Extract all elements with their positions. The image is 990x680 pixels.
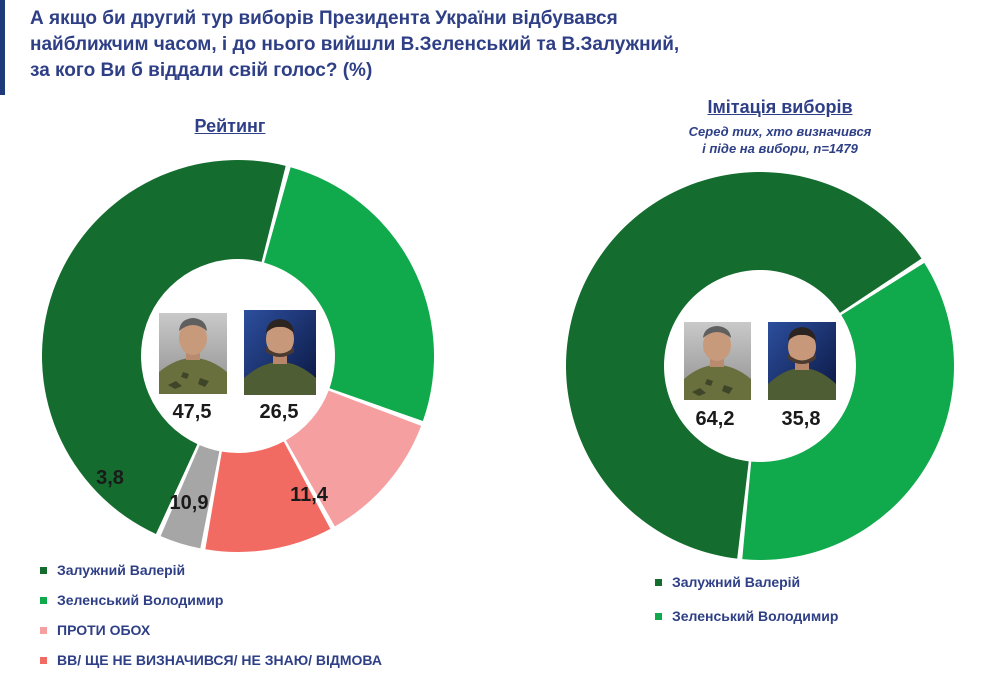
subtitle-line-2: і піде на вибори, n=1479	[702, 141, 858, 156]
legend-swatch	[40, 627, 47, 634]
legend-item-zaluzhnyi: Залужний Валерій	[40, 560, 382, 590]
title-line-2: найближчим часом, і до нього вийшли В.Зе…	[30, 34, 680, 55]
legend-label: ПРОТИ ОБОХ	[57, 622, 151, 638]
legend-swatch	[655, 579, 662, 586]
zelenskyi-simulation-value: 35,8	[782, 408, 821, 430]
undecided-value: 10,9	[170, 492, 209, 514]
legend-swatch	[40, 567, 47, 574]
donut-slice-4	[160, 445, 220, 549]
other-value: 3,8	[96, 467, 124, 489]
against-both-value: 11,4	[290, 484, 329, 506]
donut-charts: 47,5 26,5 11,4 10,9 3,8 64,2 35,8	[42, 160, 954, 560]
chart-question-title: А якщо би другий тур виборів Президента …	[30, 6, 950, 84]
donut-slice-1	[742, 262, 954, 560]
donut-slice-2	[285, 390, 422, 527]
donut-slice-1	[264, 167, 434, 422]
zelenskyi-portrait	[768, 322, 836, 400]
value-labels: 47,5 26,5 11,4 10,9 3,8 64,2 35,8	[96, 401, 820, 514]
simulation-portraits	[684, 322, 836, 400]
legend-swatch	[655, 613, 662, 620]
zaluzhnyi-simulation-value: 64,2	[696, 408, 735, 430]
legend-item-zaluzhnyi: Залужний Валерій	[655, 572, 838, 606]
legend-item-against-both: ПРОТИ ОБОХ	[40, 620, 382, 650]
zaluzhnyi-portrait	[159, 313, 227, 394]
subtitle-line-1: Серед тих, хто визначився	[688, 124, 872, 139]
legend-item-undecided: ВВ/ ЩЕ НЕ ВИЗНАЧИВСЯ/ НЕ ЗНАЮ/ ВІДМОВА	[40, 650, 382, 680]
legend-swatch	[40, 657, 47, 664]
legend-swatch	[40, 597, 47, 604]
legend-label: Залужний Валерій	[672, 574, 801, 590]
legend-label: Зеленський Володимир	[57, 592, 224, 608]
rating-heading: Рейтинг	[194, 116, 266, 136]
election-simulation-donut	[565, 171, 954, 560]
legend-label: Зеленський Володимир	[672, 608, 839, 624]
title-line-3: за кого Ви б віддали свій голос? (%)	[30, 60, 373, 81]
zaluzhnyi-portrait	[684, 322, 751, 400]
legend-label: Залужний Валерій	[57, 562, 186, 578]
legend-label: ВВ/ ЩЕ НЕ ВИЗНАЧИВСЯ/ НЕ ЗНАЮ/ ВІДМОВА	[57, 652, 382, 668]
donut-slice-3	[205, 441, 331, 552]
donut-slice-0	[565, 171, 922, 559]
legend-item-zelenskyi: Зеленський Володимир	[655, 606, 838, 640]
legend-item-zelenskyi: Зеленський Володимир	[40, 590, 382, 620]
donut-slice-0	[42, 160, 286, 534]
election-simulation-heading: Імітація виборів	[707, 97, 853, 117]
accent-bar	[0, 0, 5, 95]
title-line-1: А якщо би другий тур виборів Президента …	[30, 8, 618, 29]
rating-legend: Залужний Валерій Зеленський Володимир ПР…	[40, 560, 382, 680]
zelenskyi-rating-value: 26,5	[260, 401, 299, 423]
zelenskyi-portrait	[244, 310, 316, 395]
election-simulation-subtitle: Серед тих, хто визначився і піде на вибо…	[640, 123, 920, 157]
zaluzhnyi-rating-value: 47,5	[173, 401, 212, 423]
simulation-legend: Залужний Валерій Зеленський Володимир	[655, 572, 838, 640]
rating-portraits	[159, 310, 316, 395]
rating-donut	[42, 160, 434, 552]
